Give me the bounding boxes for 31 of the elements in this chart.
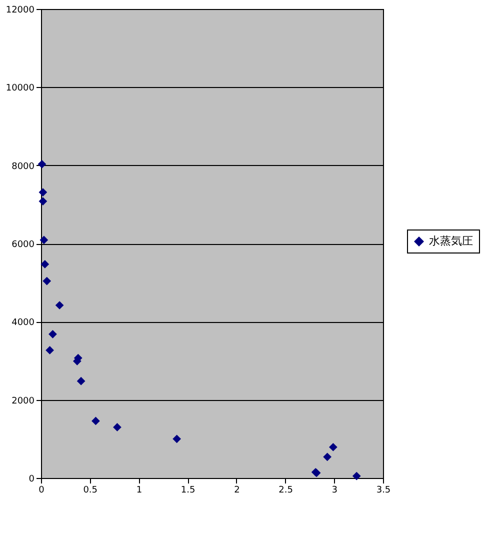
x-tick-label: 3	[332, 486, 338, 496]
y-tick-label: 2000	[12, 396, 35, 406]
point	[46, 346, 54, 354]
point	[42, 276, 52, 286]
y-tick-label: 4000	[12, 318, 35, 328]
y-tick-label: 12000	[6, 6, 35, 16]
point	[40, 260, 50, 268]
y-tick-label: 6000	[12, 240, 35, 250]
point	[38, 197, 48, 206]
x-tick-label: 3.5	[376, 486, 391, 496]
x-tick-label: 1.5	[180, 486, 196, 496]
point	[328, 442, 338, 452]
x-tick-label: 1	[136, 486, 142, 496]
point	[323, 452, 332, 462]
point	[76, 376, 86, 386]
x-tick-label: 2	[234, 486, 240, 496]
point	[40, 236, 48, 244]
point	[92, 416, 100, 426]
point	[48, 330, 57, 338]
point	[172, 434, 182, 444]
legend-label: 水蒸気圧	[429, 234, 473, 248]
y-tick-label: 8000	[12, 162, 35, 172]
point	[352, 472, 361, 480]
point	[38, 188, 48, 196]
x-tick-label: 0	[38, 486, 45, 496]
y-tick-label: 10000	[6, 84, 35, 94]
point	[55, 301, 64, 310]
y-tick-label: 0	[28, 474, 35, 484]
x-tick-label: 0.5	[83, 486, 98, 496]
point	[113, 423, 122, 432]
x-tick-label: 2.5	[278, 486, 293, 496]
